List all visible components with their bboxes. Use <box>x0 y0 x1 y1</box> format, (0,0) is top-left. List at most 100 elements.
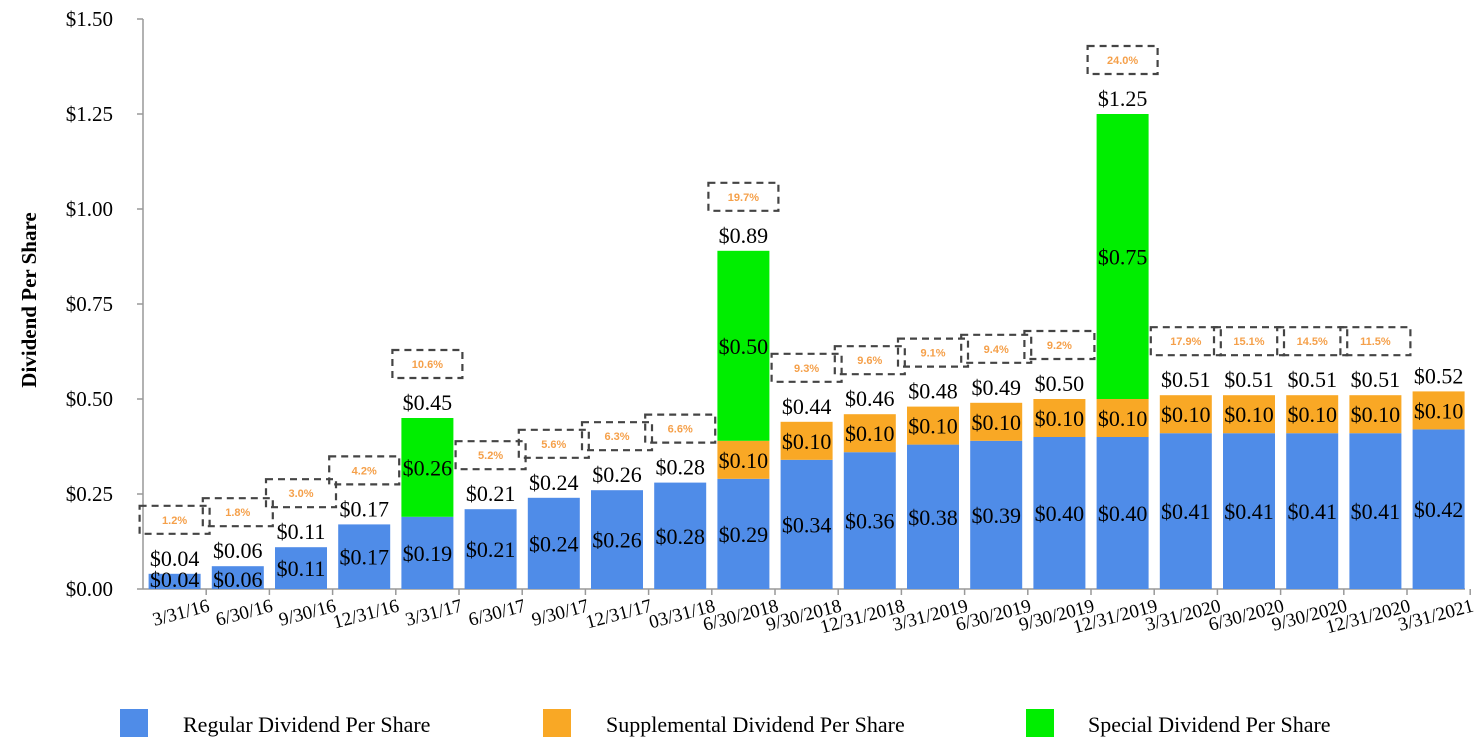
bar-total-label: $0.44 <box>782 394 832 419</box>
yield-box <box>391 348 464 380</box>
bar-total-label: $0.17 <box>339 496 389 521</box>
bar-total-label: $0.48 <box>908 379 958 404</box>
bar-total-label: $0.24 <box>529 470 579 495</box>
yield-label: 5.2% <box>478 450 503 462</box>
yield-label: 14.5% <box>1297 336 1328 348</box>
y-tick-label: $0.25 <box>66 482 113 506</box>
yield-label: 6.6% <box>668 424 693 436</box>
bar-total-label: $0.28 <box>655 455 705 480</box>
segment-value-label: $0.04 <box>150 567 200 592</box>
yield-box <box>328 455 401 486</box>
segment-value-label: $0.34 <box>782 512 832 537</box>
x-tick-label: 12/31/16 <box>331 596 402 634</box>
yield-label: 4.2% <box>352 465 377 477</box>
segment-value-label: $0.10 <box>782 429 832 454</box>
bar-segment-regular <box>1159 433 1212 589</box>
y-tick-label: $0.00 <box>66 577 113 601</box>
yield-label: 3.0% <box>288 488 313 500</box>
y-axis-title: Dividend Per Share <box>17 212 41 387</box>
bar-segment-regular <box>1349 433 1402 589</box>
bar-segment-supplemental <box>1349 395 1402 434</box>
yield-box <box>138 504 211 535</box>
bar-segment-supplemental <box>970 402 1023 441</box>
segment-value-label: $0.40 <box>1035 501 1085 526</box>
bar-segment-regular <box>717 478 770 589</box>
bar-segment-supplemental <box>1159 395 1212 434</box>
bar-segment-regular <box>464 509 517 589</box>
bar-segment-special <box>1096 114 1149 399</box>
bar-total-label: $0.06 <box>213 538 263 563</box>
segment-value-label: $0.10 <box>1414 398 1464 423</box>
y-tick-label: $1.25 <box>66 102 113 126</box>
yield-box <box>1276 326 1349 357</box>
bar-segment-regular <box>1412 429 1465 589</box>
bar-total-label: $1.25 <box>1098 86 1148 111</box>
bar-segment-regular <box>148 573 201 589</box>
chart-labels: $0.04$0.04 1.2% $0.06 $0.06 1.8% $0.11 $0.11 3.… <box>138 44 1464 592</box>
bar-segment-regular <box>401 516 454 589</box>
bar-total-label: $0.49 <box>971 375 1021 400</box>
yield-label: 24.0% <box>1107 55 1138 67</box>
bar-segment-special <box>717 250 770 441</box>
bar-segment-regular <box>527 497 580 589</box>
bar-segment-regular <box>780 459 833 589</box>
yield-label: 9.3% <box>794 363 819 375</box>
segment-value-label: $0.10 <box>719 448 769 473</box>
bar-segment-supplemental <box>717 440 770 479</box>
legend-swatch <box>120 709 148 737</box>
segment-value-label: $0.10 <box>845 421 895 446</box>
bar-total-label: $0.46 <box>845 386 895 411</box>
yield-box <box>1149 326 1222 357</box>
yield-box <box>770 352 843 383</box>
y-tick-label: $0.75 <box>66 292 113 316</box>
yield-label: 19.7% <box>728 192 759 204</box>
segment-value-label: $0.75 <box>1098 245 1148 270</box>
segment-value-label: $0.41 <box>1224 499 1274 524</box>
bar-total-label: $0.11 <box>277 519 326 544</box>
yield-box <box>1086 44 1159 76</box>
bar-segment-regular <box>338 524 391 589</box>
yield-label: 15.1% <box>1233 336 1264 348</box>
bar-total-label: $0.26 <box>592 462 642 487</box>
bar-segment-supplemental <box>843 414 896 453</box>
segment-value-label: $0.19 <box>403 541 453 566</box>
y-tick-label: $1.00 <box>66 197 113 221</box>
chart-legend: Regular Dividend Per Share Supplemental D… <box>120 709 1331 737</box>
segment-value-label: $0.17 <box>339 545 389 570</box>
yield-box <box>707 181 780 212</box>
x-tick-label: 9/30/17 <box>530 596 592 631</box>
bar-total-label: $0.52 <box>1414 363 1464 388</box>
bar-segment-supplemental <box>1096 399 1149 437</box>
bar-segment-regular <box>1223 433 1275 589</box>
bar-segment-regular <box>211 566 264 589</box>
yield-box <box>833 345 906 376</box>
yield-label: 17.9% <box>1170 336 1201 348</box>
yield-box <box>517 428 590 459</box>
bar-segment-regular <box>1033 437 1086 589</box>
bar-segment-supplemental <box>1033 399 1086 437</box>
yield-label: 1.8% <box>225 507 250 519</box>
segment-value-label: $0.10 <box>971 410 1021 435</box>
yield-label: 9.4% <box>984 344 1009 356</box>
bar-segment-regular <box>1286 433 1339 589</box>
bar-total-label: $0.89 <box>719 223 769 248</box>
segment-value-label: $0.26 <box>592 528 642 553</box>
bar-segment-special <box>401 418 454 517</box>
yield-label: 9.1% <box>920 348 945 360</box>
bar-segment-regular <box>970 440 1023 589</box>
legend-label: Supplemental Dividend Per Share <box>606 712 905 737</box>
bar-segment-regular <box>591 490 643 589</box>
legend-swatch <box>543 709 571 737</box>
yield-label: 5.6% <box>541 439 566 451</box>
yield-box <box>454 440 527 471</box>
bar-total-label: $0.51 <box>1351 367 1401 392</box>
bar-total-label: $0.51 <box>1287 367 1337 392</box>
segment-value-label: $0.11 <box>277 556 326 581</box>
yield-label: 9.2% <box>1047 340 1072 352</box>
bar-segment-regular <box>907 444 959 589</box>
x-tick-label: 9/30/16 <box>277 596 339 631</box>
yield-label: 9.6% <box>857 355 882 367</box>
x-tick-label: 3/31/16 <box>150 596 212 631</box>
segment-value-label: $0.41 <box>1351 499 1401 524</box>
